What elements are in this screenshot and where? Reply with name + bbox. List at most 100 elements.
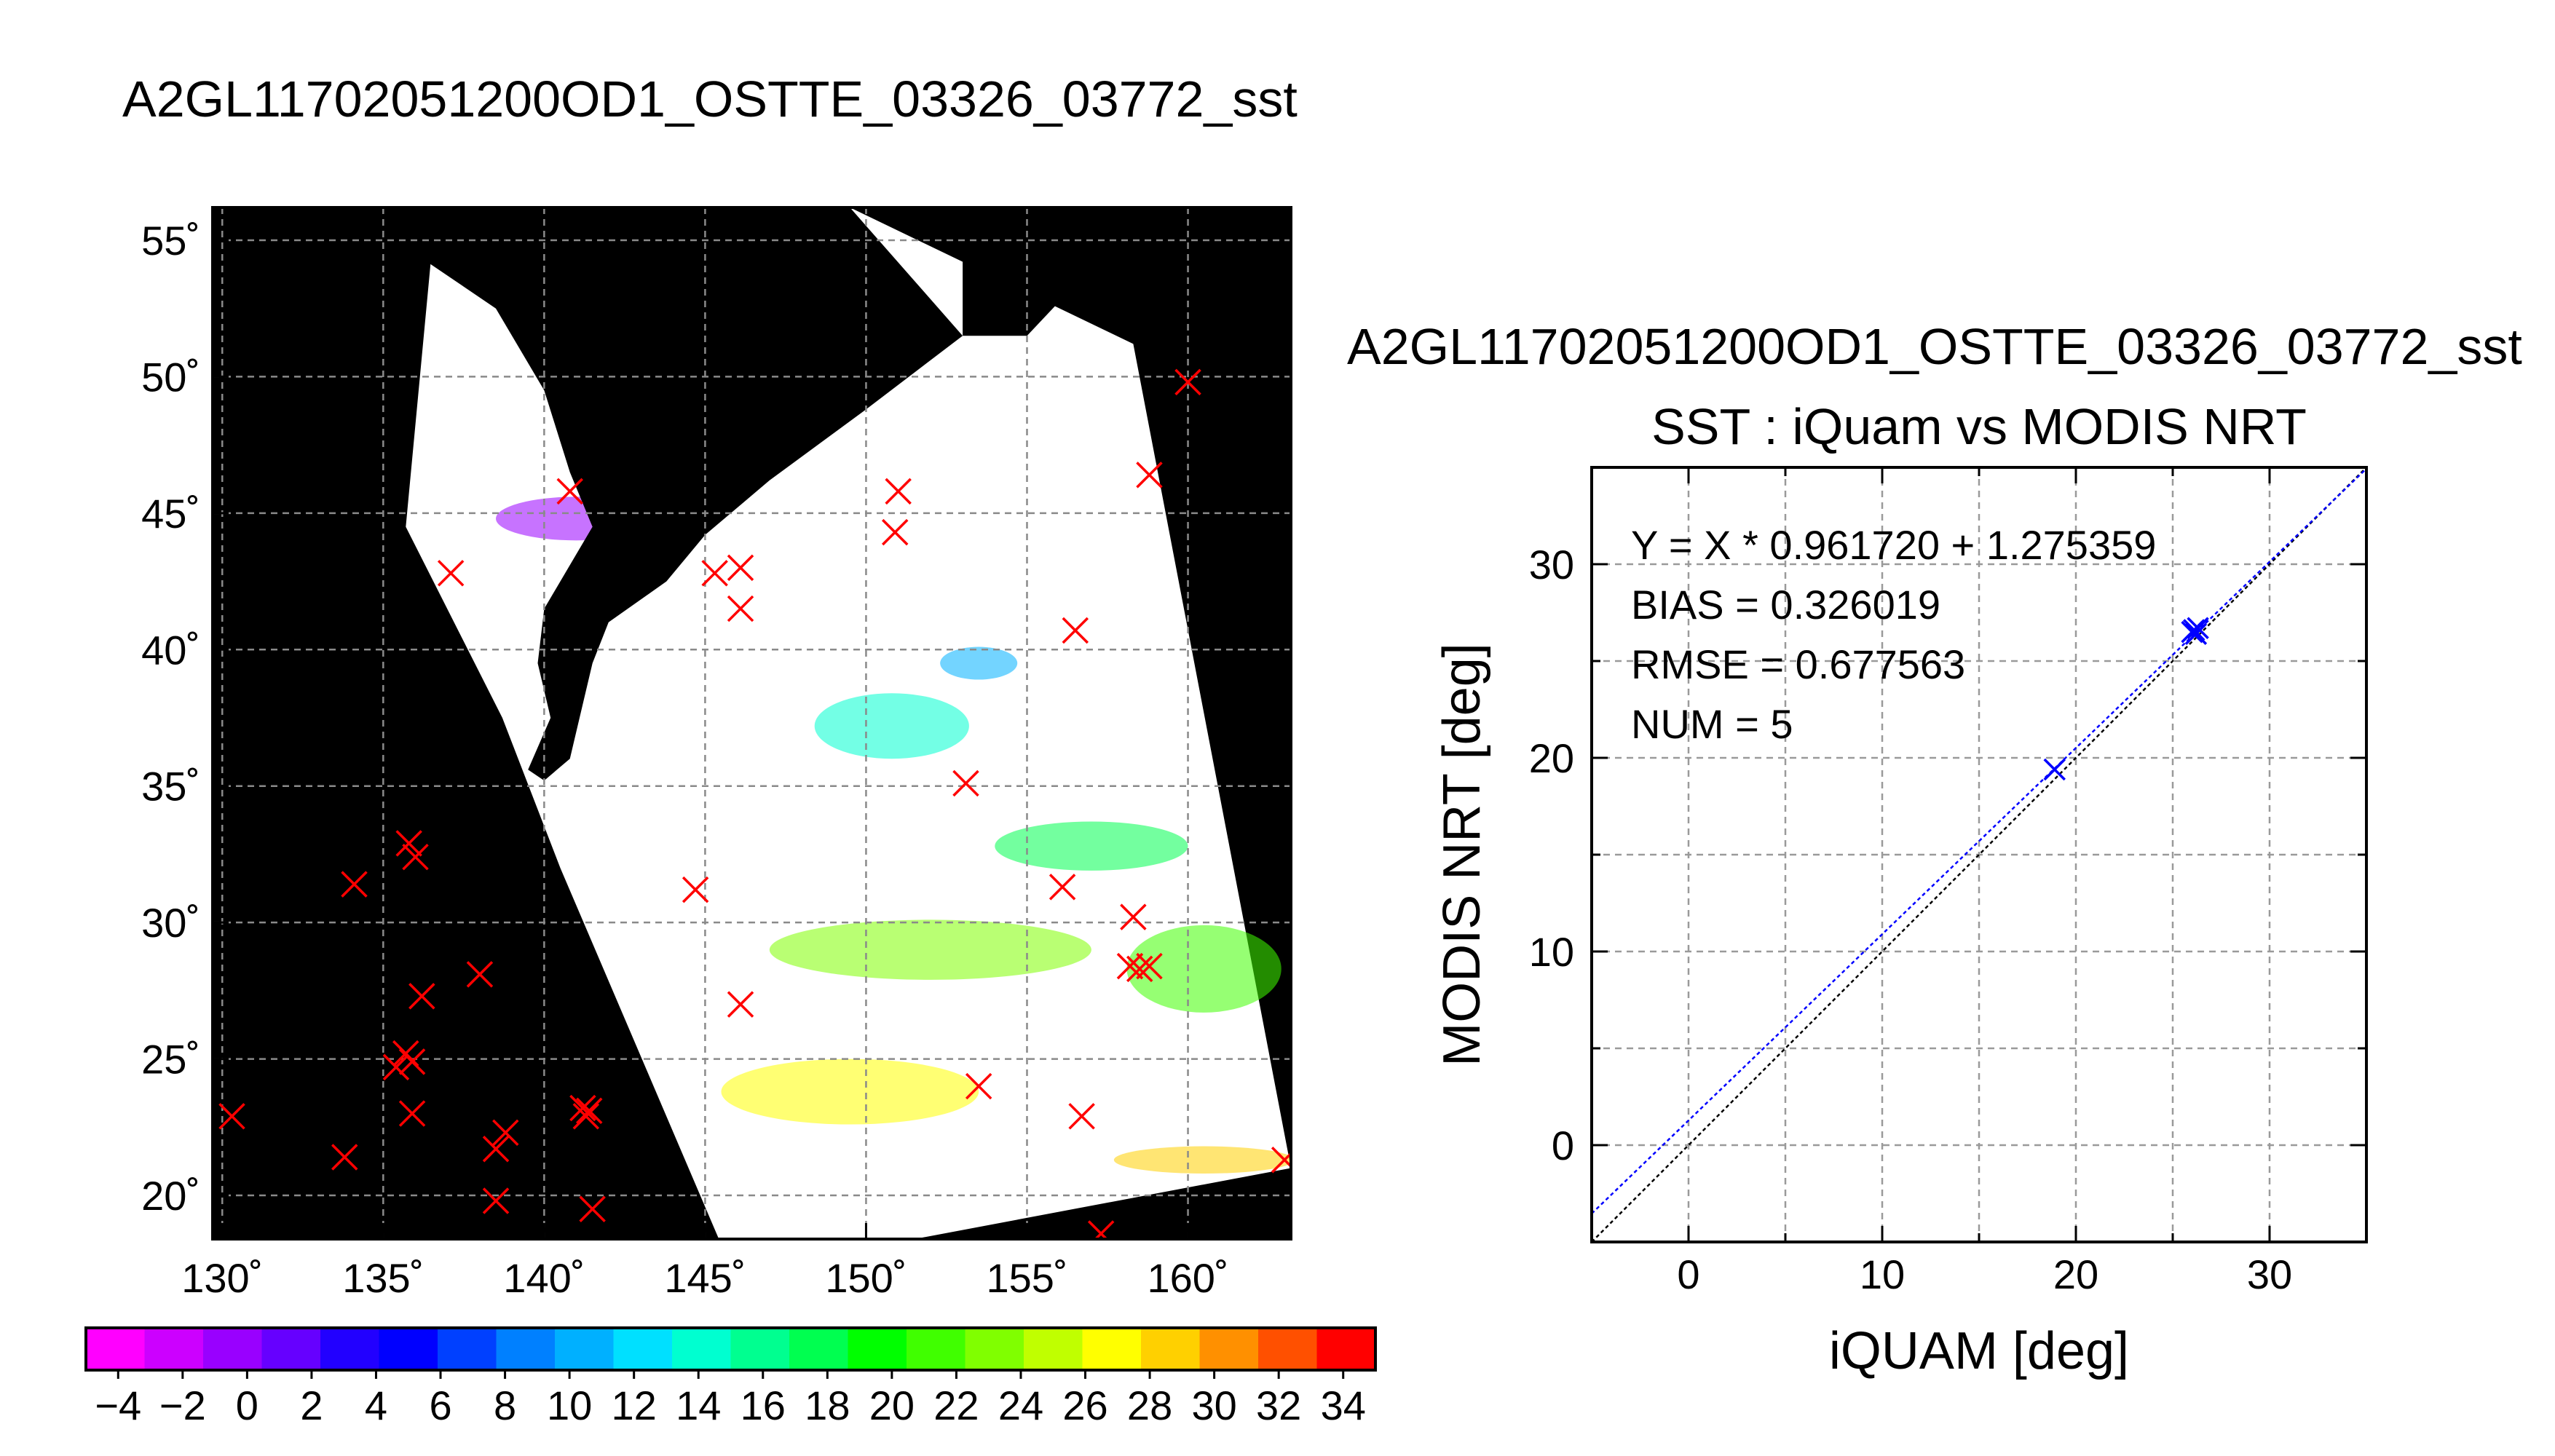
rmse-value: RMSE = 0.677563 [1631,641,1965,687]
scatter-subtitle: SST : iQuam vs MODIS NRT [1651,398,2307,455]
land-mask [367,207,963,781]
sst-patch [1113,1146,1291,1174]
colorbar-cell [1316,1328,1376,1370]
y-axis-label: MODIS NRT [deg] [1433,643,1491,1067]
map-x-tick-label: 135˚ [342,1255,424,1301]
matchup-marker [1068,1103,1095,1130]
map-title: A2GL11702051200OD1_OSTTE_03326_03772_sst [122,71,1298,127]
scatter-point [2181,620,2203,644]
map-y-tick-label: 35˚ [141,764,200,810]
sst-patch [769,919,1091,980]
colorbar-cell [1258,1328,1318,1370]
colorbar-cell [730,1328,790,1370]
colorbar-tick-label: 32 [1256,1382,1301,1428]
colorbar-tick-label: 26 [1062,1382,1107,1428]
matchup-marker [482,1187,510,1214]
colorbar-cell [379,1328,438,1370]
colorbar-cell [907,1328,966,1370]
matchup-marker [1087,1220,1115,1239]
map-x-tick-label: 130˚ [181,1255,263,1301]
scatter-x-tick-label: 0 [1677,1251,1699,1297]
scatter-title: A2GL11702051200OD1_OSTTE_03326_03772_sst [1347,318,2522,375]
map-x-tick-label: 150˚ [825,1255,907,1301]
regression-line [1592,467,2366,1214]
bias-value: BIAS = 0.326019 [1631,582,1940,628]
matchup-marker [331,1144,358,1171]
colorbar-tick-label: 16 [741,1382,786,1428]
colorbar-cell [848,1328,907,1370]
matchup-marker [881,518,909,546]
matchup-marker [952,769,979,797]
scatter-y-tick-label: 0 [1552,1123,1574,1168]
map-x-tick-label: 160˚ [1147,1255,1228,1301]
scatter-y-tick-label: 10 [1529,929,1574,975]
matchup-marker [1136,462,1163,488]
map-x-tick-label: 140˚ [503,1255,585,1301]
scatter-panel: 0 10 20 30 0 10 20 30 Y = X * 0.961720 + 1.2753… [1433,466,2368,1380]
map-frame [211,206,1292,1241]
sst-patch [721,1059,979,1125]
matchup-marker [482,1136,510,1163]
colorbar-cell [203,1328,263,1370]
matchup-marker [402,843,429,871]
map-y-tick-label: 40˚ [141,627,200,673]
colorbar-cell [789,1328,849,1370]
matchup-marker [218,1103,245,1130]
x-axis-label: iQUAM [deg] [1829,1322,2129,1380]
colorbar-tick-label: −2 [159,1382,206,1428]
colorbar-cell [613,1328,673,1370]
map-y-tick-label: 45˚ [141,491,200,537]
matchup-marker [885,478,912,505]
matchup-marker [1271,1147,1291,1174]
matchup-marker [727,991,754,1018]
colorbar-cell [1199,1328,1259,1370]
colorbar-cell [261,1328,321,1370]
matchup-marker [556,478,583,505]
scatter-point [2187,617,2209,640]
map-x-tick-label: 155˚ [986,1255,1067,1301]
sst-patch [940,646,1018,680]
colorbar-tick-label: 18 [805,1382,850,1428]
matchup-marker [408,983,435,1010]
scatter-x-tick-label: 30 [2247,1251,2292,1297]
colorbar-cell [1141,1328,1201,1370]
matchup-marker [1120,903,1147,930]
map-x-tick-label: 145˚ [664,1255,746,1301]
scatter-x-tick-label: 20 [2053,1251,2098,1297]
colorbar-cell [144,1328,204,1370]
matchup-marker [1126,955,1153,983]
scatter-y-tick-label: 30 [1529,542,1574,587]
colorbar-tick-label: −4 [95,1382,141,1428]
colorbar-tick-label: 28 [1127,1382,1172,1428]
colorbar-tick-label: 12 [612,1382,657,1428]
matchup-marker [572,1103,600,1130]
colorbar-cell [965,1328,1024,1370]
matchup-marker [576,1097,603,1125]
map-y-tick-label: 20˚ [141,1173,200,1219]
matchup-marker [727,595,754,622]
matchup-marker [569,1094,596,1122]
colorbar-cell [555,1328,615,1370]
scatter-y-tick-label: 20 [1529,735,1574,781]
colorbar-tick-label: 22 [933,1382,979,1428]
sst-patch [995,821,1188,871]
matchup-marker [398,1100,426,1127]
sst-patch [1126,925,1282,1013]
matchup-marker [437,560,465,587]
one-to-one-line [1592,467,2366,1242]
colorbar-tick-label: 20 [869,1382,915,1428]
matchup-marker [1136,952,1163,980]
map-y-tick-label: 30˚ [141,900,200,946]
matchup-marker [1116,952,1144,980]
colorbar-tick-label: 24 [998,1382,1043,1428]
colorbar-tick-label: 30 [1191,1382,1236,1428]
colorbar-cell [86,1328,146,1370]
matchup-marker [1174,368,1201,396]
scatter-point [2184,622,2208,645]
matchup-marker [395,830,422,857]
matchup-marker [579,1195,606,1222]
scatter-x-tick-label: 10 [1860,1251,1905,1297]
matchup-marker [727,554,754,582]
stats-box: Y = X * 0.961720 + 1.275359 BIAS = 0.326… [1631,522,2156,747]
